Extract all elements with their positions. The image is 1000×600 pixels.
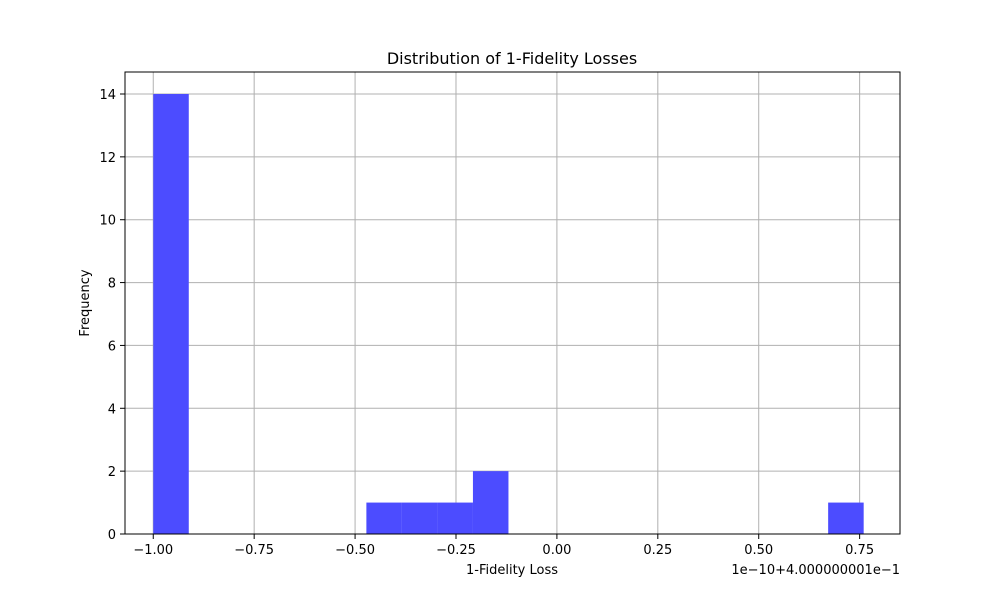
y-tick-label: 6: [108, 339, 116, 354]
x-tick-label: −0.50: [335, 543, 375, 558]
x-tick-label: −0.25: [436, 543, 476, 558]
y-tick-label: 10: [99, 214, 116, 229]
x-axis-label: 1-Fidelity Loss: [466, 563, 558, 578]
x-tick-label: 0.75: [845, 543, 874, 558]
x-tick-label: 0.50: [744, 543, 773, 558]
x-tick-label: −0.75: [234, 543, 274, 558]
histogram-bar: [153, 94, 189, 534]
x-tick-label: 0.25: [643, 543, 672, 558]
x-tick-label: 0.00: [542, 543, 571, 558]
y-tick-label: 2: [108, 465, 116, 480]
x-tick-label: −1.00: [133, 543, 173, 558]
histogram-bar: [828, 502, 864, 534]
y-tick-label: 0: [108, 528, 116, 543]
grid-layer: [125, 72, 900, 535]
plot-frame: [124, 71, 901, 535]
y-tick-label: 12: [99, 151, 116, 166]
histogram-bar: [472, 471, 509, 534]
y-tick-label: 14: [99, 88, 116, 103]
y-axis-label: Frequency: [78, 269, 93, 336]
bars-layer: [153, 94, 864, 534]
chart-title: Distribution of 1-Fidelity Losses: [387, 49, 637, 68]
y-tick-label: 4: [108, 402, 116, 417]
histogram-bar: [401, 502, 438, 534]
histogram-bar: [437, 502, 473, 534]
y-tick-label: 8: [108, 277, 116, 292]
ticks-layer: −1.00 −0.75 −0.50 −0.25 0.00 0.25 0.50 0.75 0 2 4 6…: [99, 88, 874, 558]
x-offset-label: 1e−10+4.000000001e−1: [731, 563, 900, 578]
histogram-bar: [366, 502, 402, 534]
